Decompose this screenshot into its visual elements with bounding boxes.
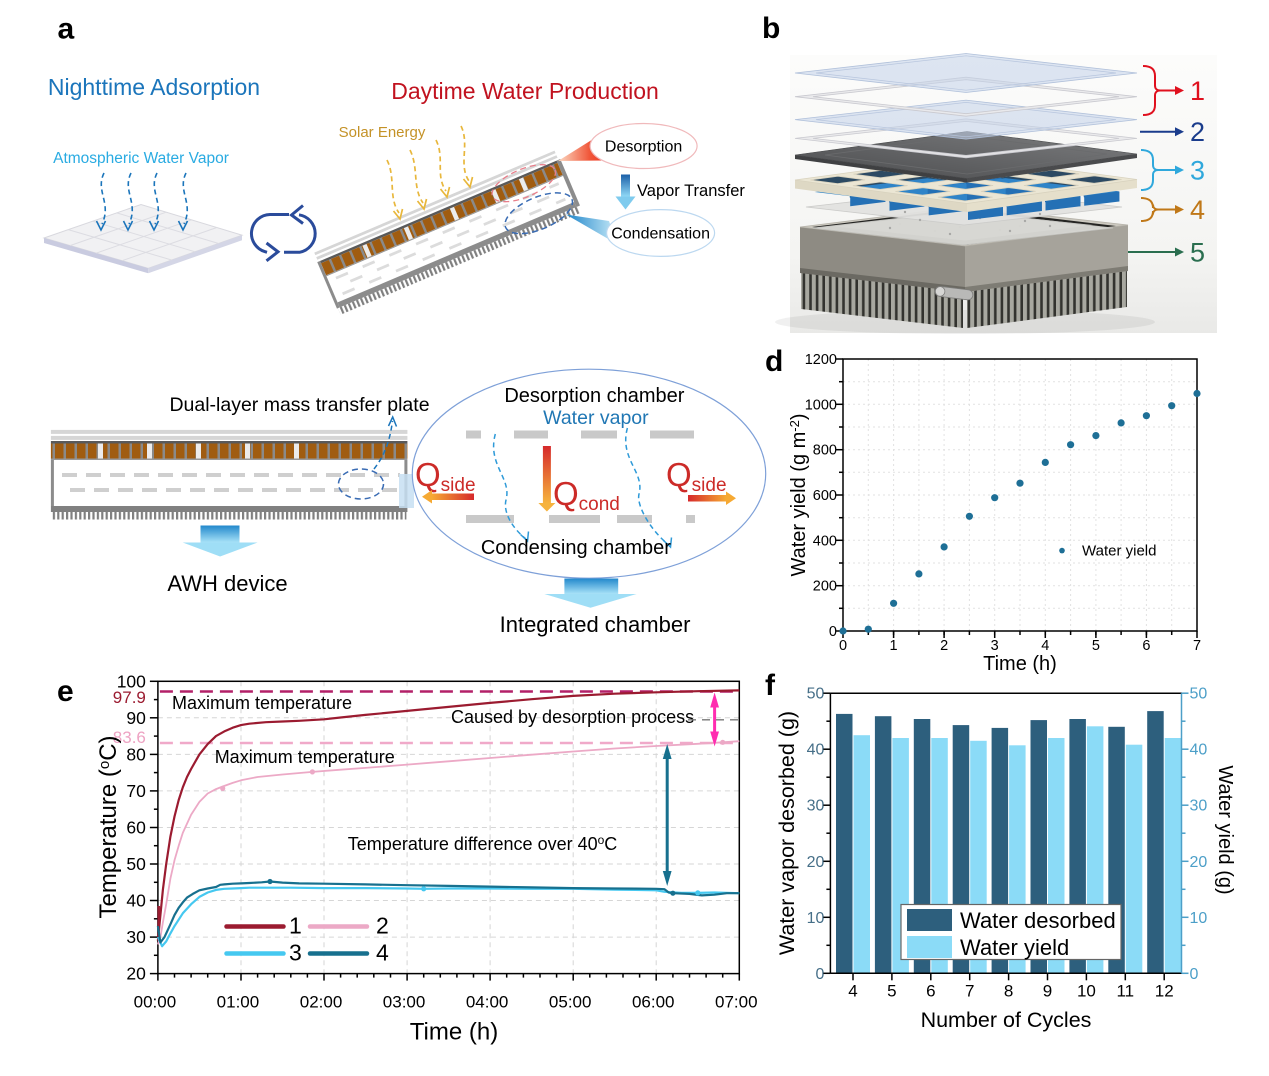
svg-text:30: 30	[126, 927, 146, 947]
svg-text:Condensation: Condensation	[611, 226, 710, 243]
svg-text:Water yield: Water yield	[1082, 543, 1156, 560]
svg-text:Desorption: Desorption	[605, 139, 682, 156]
svg-text:10: 10	[807, 910, 825, 927]
svg-text:Atmospheric Water Vapor: Atmospheric Water Vapor	[53, 150, 229, 167]
svg-text:6: 6	[926, 981, 935, 1000]
svg-text:Water yield: Water yield	[960, 935, 1069, 960]
svg-text:40: 40	[807, 742, 825, 759]
svg-text:f: f	[765, 669, 776, 702]
svg-text:4: 4	[1190, 195, 1205, 225]
svg-text:Time (h): Time (h)	[983, 653, 1057, 675]
svg-text:8: 8	[1004, 981, 1013, 1000]
svg-text:Water vapor: Water vapor	[543, 407, 649, 429]
svg-text:30: 30	[807, 798, 825, 815]
svg-text:0: 0	[829, 624, 837, 640]
svg-text:11: 11	[1116, 981, 1134, 1000]
svg-text:1: 1	[890, 638, 898, 654]
svg-text:10: 10	[1077, 981, 1096, 1000]
svg-text:Number of Cycles: Number of Cycles	[921, 1008, 1092, 1032]
svg-text:0: 0	[1190, 966, 1199, 983]
svg-text:03:00: 03:00	[383, 993, 426, 1012]
svg-text:3: 3	[289, 940, 302, 966]
svg-text:Temperature difference over 40: Temperature difference over 40oC	[348, 833, 618, 854]
svg-text:Solar Energy: Solar Energy	[339, 124, 426, 141]
svg-text:07:00: 07:00	[715, 993, 758, 1012]
svg-text:100: 100	[117, 671, 146, 691]
svg-text:1200: 1200	[805, 352, 837, 368]
svg-text:Qside: Qside	[666, 456, 727, 496]
svg-text:05:00: 05:00	[549, 993, 592, 1012]
svg-text:d: d	[765, 345, 783, 378]
svg-text:800: 800	[813, 443, 837, 459]
svg-text:600: 600	[813, 488, 837, 504]
svg-text:6: 6	[1142, 638, 1150, 654]
svg-text:2: 2	[940, 638, 948, 654]
svg-text:3: 3	[991, 638, 999, 654]
svg-text:Water yield (g): Water yield (g)	[1214, 765, 1236, 894]
svg-text:4: 4	[1041, 638, 1049, 654]
svg-text:06:00: 06:00	[632, 993, 675, 1012]
svg-text:3: 3	[1190, 156, 1205, 186]
svg-text:Time (h): Time (h)	[410, 1019, 498, 1046]
svg-text:1: 1	[1190, 76, 1205, 106]
svg-text:20: 20	[807, 854, 825, 871]
svg-text:Dual-layer mass transfer plate: Dual-layer mass transfer plate	[169, 394, 429, 416]
svg-text:Water vapor desorbed (g): Water vapor desorbed (g)	[775, 711, 799, 955]
svg-text:70: 70	[126, 781, 146, 801]
svg-text:Daytime Water Production: Daytime Water Production	[391, 78, 659, 104]
svg-text:12: 12	[1155, 981, 1174, 1000]
svg-text:5: 5	[1190, 238, 1205, 268]
svg-text:40: 40	[1190, 742, 1208, 759]
svg-text:50: 50	[1190, 686, 1208, 703]
svg-text:Nighttime Adsorption: Nighttime Adsorption	[48, 74, 260, 100]
svg-text:AWH device: AWH device	[167, 571, 287, 596]
svg-text:b: b	[762, 12, 780, 45]
svg-text:0: 0	[815, 966, 824, 983]
svg-text:7: 7	[965, 981, 974, 1000]
svg-text:01:00: 01:00	[217, 993, 260, 1012]
svg-text:Condensing chamber: Condensing chamber	[481, 537, 671, 559]
svg-text:Desorption chamber: Desorption chamber	[504, 385, 684, 407]
svg-text:50: 50	[126, 854, 146, 874]
svg-text:97.9: 97.9	[113, 688, 146, 707]
svg-text:9: 9	[1043, 981, 1052, 1000]
svg-text:7: 7	[1193, 638, 1201, 654]
svg-text:Integrated chamber: Integrated chamber	[500, 612, 691, 637]
svg-text:5: 5	[887, 981, 896, 1000]
svg-text:e: e	[57, 675, 74, 708]
svg-text:Water yield (g m-2): Water yield (g m-2)	[787, 413, 810, 576]
svg-text:Vapor Transfer: Vapor Transfer	[637, 182, 745, 200]
svg-text:5: 5	[1092, 638, 1100, 654]
svg-text:0: 0	[839, 638, 847, 654]
svg-text:Caused by desorption process: Caused by desorption process	[451, 707, 694, 727]
svg-text:1: 1	[289, 913, 302, 939]
svg-text:40: 40	[126, 891, 146, 911]
svg-text:4: 4	[376, 940, 389, 966]
svg-text:Temperature (oC): Temperature (oC)	[95, 735, 122, 918]
svg-text:04:00: 04:00	[466, 993, 509, 1012]
svg-text:Maximum temperature: Maximum temperature	[172, 693, 352, 713]
svg-text:2: 2	[376, 913, 389, 939]
svg-text:4: 4	[848, 981, 857, 1000]
svg-text:Maximum temperature: Maximum temperature	[215, 747, 395, 767]
svg-text:10: 10	[1190, 910, 1208, 927]
svg-text:2: 2	[1190, 117, 1205, 147]
svg-text:200: 200	[813, 579, 837, 595]
svg-text:60: 60	[126, 817, 146, 837]
svg-text:50: 50	[807, 686, 825, 703]
svg-text:83.6: 83.6	[113, 728, 146, 747]
svg-text:20: 20	[126, 964, 146, 984]
svg-text:20: 20	[1190, 854, 1208, 871]
svg-text:400: 400	[813, 533, 837, 549]
svg-text:1000: 1000	[805, 397, 837, 413]
svg-text:30: 30	[1190, 798, 1208, 815]
svg-text:a: a	[58, 13, 75, 46]
svg-text:Water desorbed: Water desorbed	[960, 908, 1116, 933]
svg-text:80: 80	[126, 744, 146, 764]
svg-text:90: 90	[126, 708, 146, 728]
svg-text:02:00: 02:00	[300, 993, 343, 1012]
svg-text:00:00: 00:00	[134, 993, 177, 1012]
